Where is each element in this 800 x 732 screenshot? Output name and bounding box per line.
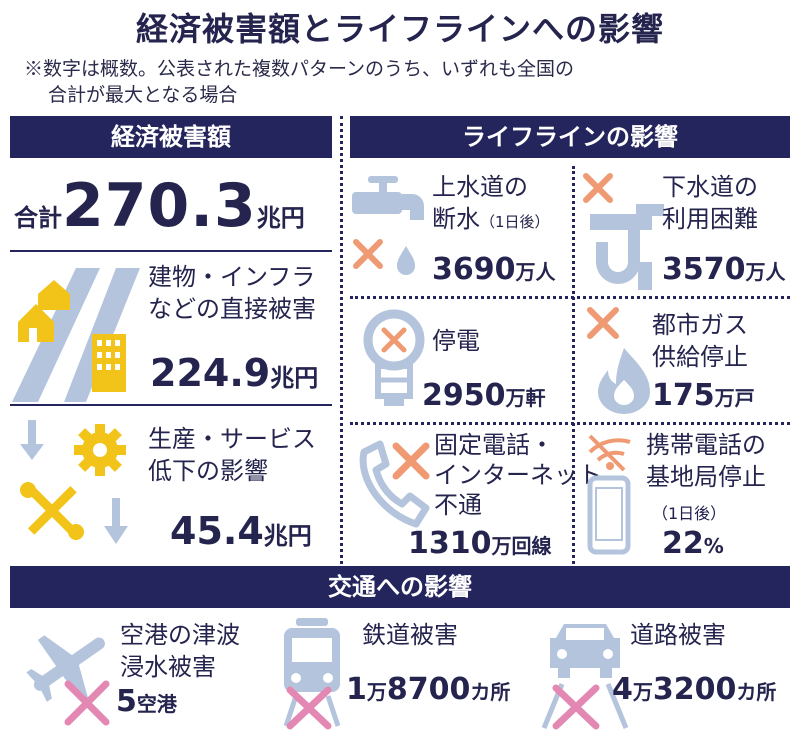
power-unit: 万軒	[505, 386, 546, 410]
rail-line-1: 鉄道被害	[362, 621, 458, 649]
airport-value: 5	[116, 684, 137, 719]
note-line-1: ※数字は概数。公表された複数パターンのうち、いずれも全国の	[24, 58, 575, 80]
direct-line-2: などの直接被害	[148, 295, 316, 323]
airport-amount: 5空港	[116, 684, 177, 724]
economic-total: 合計270.3兆円	[14, 166, 305, 261]
gas-line-1: 都市ガス	[652, 311, 748, 339]
column-divider	[340, 116, 343, 564]
mobile-line-1: 携帯電話の	[646, 431, 766, 459]
road-value-a: 4	[612, 672, 633, 707]
road-value-b: 3200	[652, 672, 737, 707]
transport-header: 交通への影響	[10, 566, 790, 608]
gas-line-2: 供給停止	[652, 343, 748, 371]
airport-line-2: 浸水被害	[120, 653, 216, 681]
direct-unit: 兆円	[270, 364, 319, 392]
road-unit-b: カ所	[736, 680, 777, 704]
power-value: 2950	[422, 378, 506, 413]
economic-divider-2	[10, 404, 332, 406]
rail-unit-b: カ所	[470, 680, 511, 704]
lifeline-grid-row-1	[350, 296, 790, 299]
lifeline-grid-vertical	[572, 166, 575, 564]
production-line-2: 低下の影響	[148, 457, 268, 485]
direct-amount: 224.9兆円	[150, 350, 318, 404]
note-line-2: 合計が最大となる場合	[48, 84, 238, 106]
lightbulb-icon	[363, 309, 425, 406]
faucet-icon	[352, 176, 424, 275]
gas-value: 175	[652, 378, 715, 413]
water-line-2-wrap: 断水（1日後）	[432, 204, 550, 237]
page-title: 経済被害額とライフラインへの影響	[135, 10, 664, 48]
total-value: 270.3	[62, 171, 257, 241]
rail-amount: 1万8700カ所	[346, 672, 510, 712]
telephone-icon	[359, 440, 430, 528]
power-line-1: 停電	[432, 327, 480, 355]
water-line-2: 断水	[432, 205, 480, 233]
gas-amount: 175万戸	[652, 378, 755, 418]
road-line-1: 道路被害	[630, 621, 726, 649]
mobile-amount: 22%	[662, 526, 724, 566]
sewer-amount: 3570万人	[662, 252, 786, 292]
mobile-phone-icon	[587, 434, 631, 555]
water-unit: 万人	[515, 260, 556, 284]
road-amount: 4万3200カ所	[612, 672, 776, 712]
airplane-icon	[26, 635, 110, 726]
production-line-1: 生産・サービス	[148, 425, 316, 453]
rail-value-b: 8700	[386, 672, 471, 707]
mobile-sub: （1日後）	[652, 504, 727, 523]
airport-line-1: 空港の津波	[120, 621, 240, 649]
lifeline-header: ライフラインの影響	[350, 116, 790, 158]
landline-line-2: インターネット	[434, 461, 602, 489]
landline-value: 1310	[408, 526, 492, 561]
lifeline-grid-row-2	[350, 422, 790, 425]
direct-value: 224.9	[150, 351, 271, 395]
sewer-pipe-icon	[583, 173, 664, 290]
road-unit-a: 万	[632, 680, 653, 704]
water-value: 3690	[432, 252, 516, 287]
landline-unit: 万回線	[491, 534, 552, 558]
mobile-unit: %	[703, 534, 724, 558]
rail-value-a: 1	[346, 672, 367, 707]
water-sub: （1日後）	[480, 213, 550, 231]
landline-amount: 1310万回線	[408, 526, 552, 566]
production-amount: 45.4兆円	[170, 508, 312, 562]
rail-unit-a: 万	[366, 680, 387, 704]
power-amount: 2950万軒	[422, 378, 546, 418]
gas-unit: 万戸	[714, 386, 755, 410]
total-label: 合計	[14, 204, 62, 232]
total-unit: 兆円	[256, 204, 305, 232]
sewer-value: 3570	[662, 252, 746, 287]
production-unit: 兆円	[263, 522, 312, 550]
water-line-1: 上水道の	[432, 173, 528, 201]
economic-header: 経済被害額	[10, 116, 332, 158]
gas-flame-icon	[587, 307, 650, 414]
building-collapse-icon	[12, 268, 140, 402]
mobile-line-2: 基地局停止	[646, 463, 766, 491]
landline-line-1: 固定電話・	[434, 431, 554, 459]
sewer-line-2: 利用困難	[662, 205, 758, 233]
car-road-icon	[541, 624, 629, 730]
production-value: 45.4	[170, 509, 264, 553]
water-amount: 3690万人	[432, 252, 556, 292]
airport-unit: 空港	[136, 692, 177, 716]
economic-divider-1	[10, 250, 332, 252]
direct-line-1: 建物・インフラ	[148, 263, 316, 291]
production-decline-icon	[20, 420, 128, 544]
mobile-value: 22	[662, 526, 704, 561]
sewer-unit: 万人	[745, 260, 786, 284]
sewer-line-1: 下水道の	[662, 173, 758, 201]
train-icon	[283, 618, 341, 730]
landline-line-3: 不通	[434, 491, 482, 519]
